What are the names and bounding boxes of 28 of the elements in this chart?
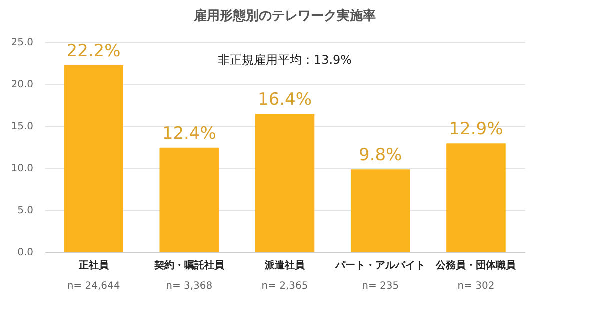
annotation: 非正規雇用平均：13.9% xyxy=(218,53,352,67)
x-tick-label: 派遣社員 xyxy=(264,260,306,272)
x-tick-label: 正社員 xyxy=(78,260,110,272)
y-tick-label: 10.0 xyxy=(11,164,34,174)
y-tick-label: 5.0 xyxy=(18,206,34,216)
y-tick-label: 0.0 xyxy=(18,248,34,258)
data-label: 12.9% xyxy=(449,120,504,140)
text: n= 24,644 xyxy=(67,281,120,292)
text: n= 3,368 xyxy=(166,281,213,292)
data-label: 16.4% xyxy=(258,90,312,110)
x-tick-label: パート・アルバイト xyxy=(334,260,426,272)
bar xyxy=(160,148,220,252)
text: n= 2,365 xyxy=(262,281,308,292)
text: n= 235 xyxy=(362,281,400,292)
bar xyxy=(255,114,315,252)
x-tick-label: 契約・嘱託社員 xyxy=(153,260,226,272)
bar xyxy=(446,144,506,252)
bar xyxy=(350,170,410,252)
x-tick-label: 公務員・団体職員 xyxy=(435,260,518,272)
y-tick-label: 25.0 xyxy=(11,38,34,48)
bar xyxy=(64,66,124,252)
text: n= 302 xyxy=(458,281,495,292)
data-label: 22.2% xyxy=(66,42,121,62)
data-label: 12.4% xyxy=(162,124,216,144)
y-tick-label: 15.0 xyxy=(11,122,34,132)
y-tick-label: 20.0 xyxy=(11,80,34,90)
chart-title: 雇用形態別のテレワーク実施率 xyxy=(193,8,376,24)
data-label: 9.8% xyxy=(359,146,402,166)
